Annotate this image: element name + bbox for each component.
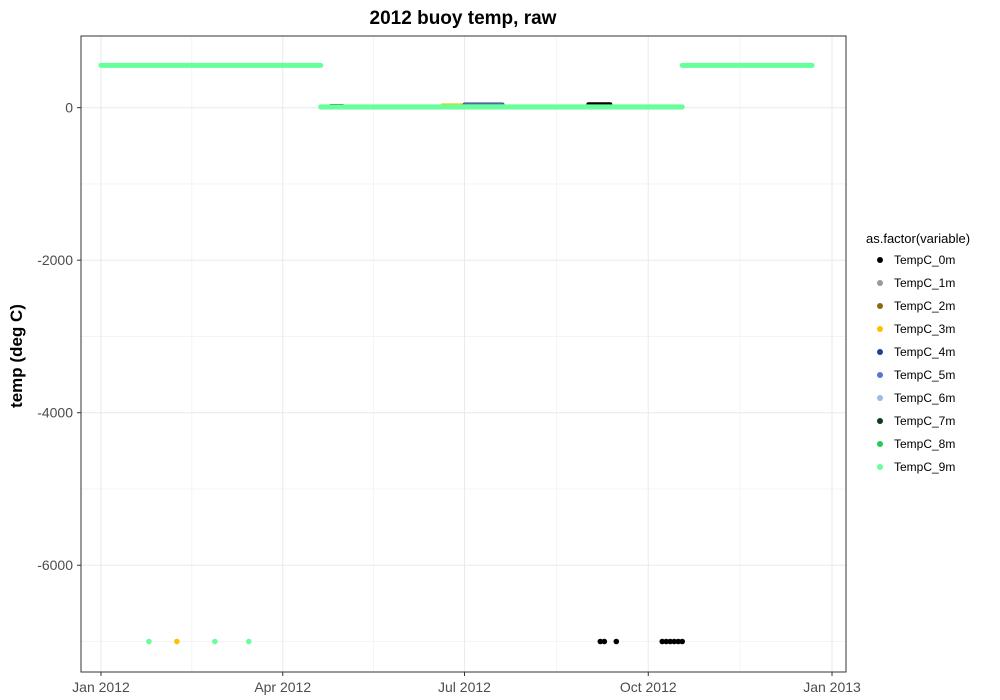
data-point (601, 638, 608, 645)
data-point (679, 638, 686, 645)
legend-key (877, 395, 883, 401)
legend: as.factor(variable) TempC_0m TempC_1m Temp… (866, 231, 970, 474)
x-tick-label: Jan 2013 (803, 679, 861, 695)
data-point (597, 638, 604, 645)
legend-label: TempC_6m (894, 391, 955, 405)
y-tick-label: -2000 (37, 252, 73, 268)
data-point (671, 638, 678, 645)
plot-background (81, 36, 846, 672)
legend-label: TempC_8m (894, 437, 955, 451)
legend-label: TempC_1m (894, 276, 955, 290)
legend-key (877, 372, 883, 378)
data-point (146, 638, 152, 645)
legend-label: TempC_4m (894, 345, 955, 359)
legend-key (877, 418, 883, 424)
series-TempC_9m (98, 62, 815, 645)
plot-panel: Jan 2012 Apr 2012 Jul 2012 Oct 2012 Jan 2013… (37, 35, 861, 695)
y-axis-label: temp (deg C) (7, 304, 26, 408)
plot-border (80, 35, 847, 673)
data-point (174, 638, 180, 645)
legend-key (877, 280, 883, 286)
data-point (613, 638, 620, 645)
x-tick-label: Jan 2012 (72, 679, 130, 695)
legend-label: TempC_5m (894, 368, 955, 382)
legend-key (877, 441, 883, 447)
legend-key (877, 349, 883, 355)
chart-title: 2012 buoy temp, raw (370, 8, 557, 29)
x-tick-label: Jul 2012 (438, 679, 491, 695)
legend-title: as.factor(variable) (866, 231, 970, 246)
legend-key (877, 326, 883, 332)
data-point (245, 638, 252, 645)
legend-label: TempC_7m (894, 414, 955, 428)
y-tick-label: 0 (65, 100, 73, 116)
data-point (659, 638, 666, 645)
y-tick-label: -6000 (37, 557, 73, 573)
y-tick-label: -4000 (37, 405, 73, 421)
x-tick-label: Apr 2012 (254, 679, 311, 695)
legend-key (877, 303, 883, 309)
data-point (675, 638, 682, 645)
legend-key (877, 257, 883, 263)
legend-label: TempC_2m (894, 299, 955, 313)
data-point (212, 638, 218, 645)
legend-label: TempC_0m (894, 253, 955, 267)
data-point (667, 638, 674, 645)
x-tick-label: Oct 2012 (620, 679, 677, 695)
legend-label: TempC_9m (894, 460, 955, 474)
legend-label: TempC_3m (894, 322, 955, 336)
data-point (663, 638, 670, 645)
legend-key (877, 464, 883, 470)
